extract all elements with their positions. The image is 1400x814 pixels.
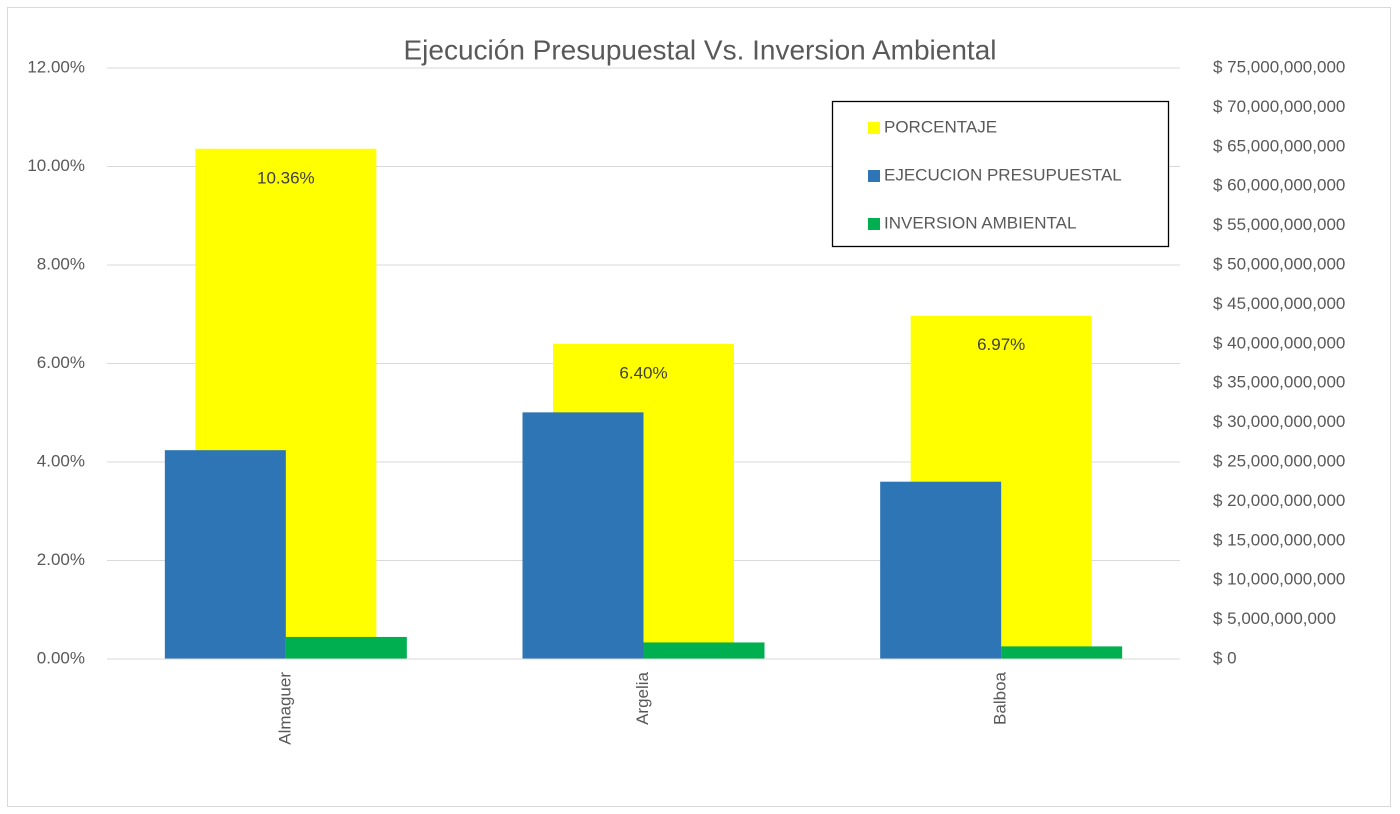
data-label: 6.40% [619,363,667,382]
legend-label: PORCENTAJE [884,117,997,136]
y2-tick-label: $ 20,000,000,000 [1213,491,1345,510]
x-tick-label: Argelia [633,671,652,724]
y2-tick-label: $ 75,000,000,000 [1213,57,1345,76]
bar [164,450,286,659]
legend-swatch [868,170,880,182]
data-label: 10.36% [257,168,315,187]
y2-tick-label: $ 10,000,000,000 [1213,570,1345,589]
legend-swatch [868,218,880,230]
y-tick-label: 2.00% [37,550,85,569]
y2-tick-label: $ 5,000,000,000 [1213,609,1336,628]
y2-tick-label: $ 50,000,000,000 [1213,254,1345,273]
bar [285,636,407,659]
x-tick-label: Balboa [991,671,1010,724]
data-label: 6.97% [977,335,1025,354]
y2-tick-label: $ 65,000,000,000 [1213,136,1345,155]
y-tick-label: 4.00% [37,451,85,470]
bar [522,412,644,659]
y-tick-label: 8.00% [37,254,85,273]
legend-box [831,100,1170,248]
bar [880,481,1002,659]
legend-swatch [868,122,880,134]
y2-tick-label: $ 60,000,000,000 [1213,176,1345,195]
y-tick-label: 0.00% [37,648,85,667]
bar [643,642,765,659]
y2-tick-label: $ 25,000,000,000 [1213,451,1345,470]
x-tick-label: Almaguer [275,672,294,745]
y2-tick-label: $ 40,000,000,000 [1213,333,1345,352]
legend-label: INVERSION AMBIENTAL [884,213,1076,232]
bar [1001,646,1123,659]
y2-tick-label: $ 0 [1213,648,1237,667]
y2-tick-label: $ 35,000,000,000 [1213,373,1345,392]
legend-label: EJECUCION PRESUPUESTAL [884,165,1122,184]
y-tick-label: 12.00% [27,57,85,76]
y2-tick-label: $ 45,000,000,000 [1213,294,1345,313]
y2-tick-label: $ 30,000,000,000 [1213,412,1345,431]
y-tick-label: 10.00% [27,156,85,175]
y-tick-label: 6.00% [37,353,85,372]
y2-tick-label: $ 55,000,000,000 [1213,215,1345,234]
y2-tick-label: $ 70,000,000,000 [1213,97,1345,116]
y2-tick-label: $ 15,000,000,000 [1213,530,1345,549]
chart-title: Ejecución Presupuestal Vs. Inversion Amb… [404,34,997,65]
